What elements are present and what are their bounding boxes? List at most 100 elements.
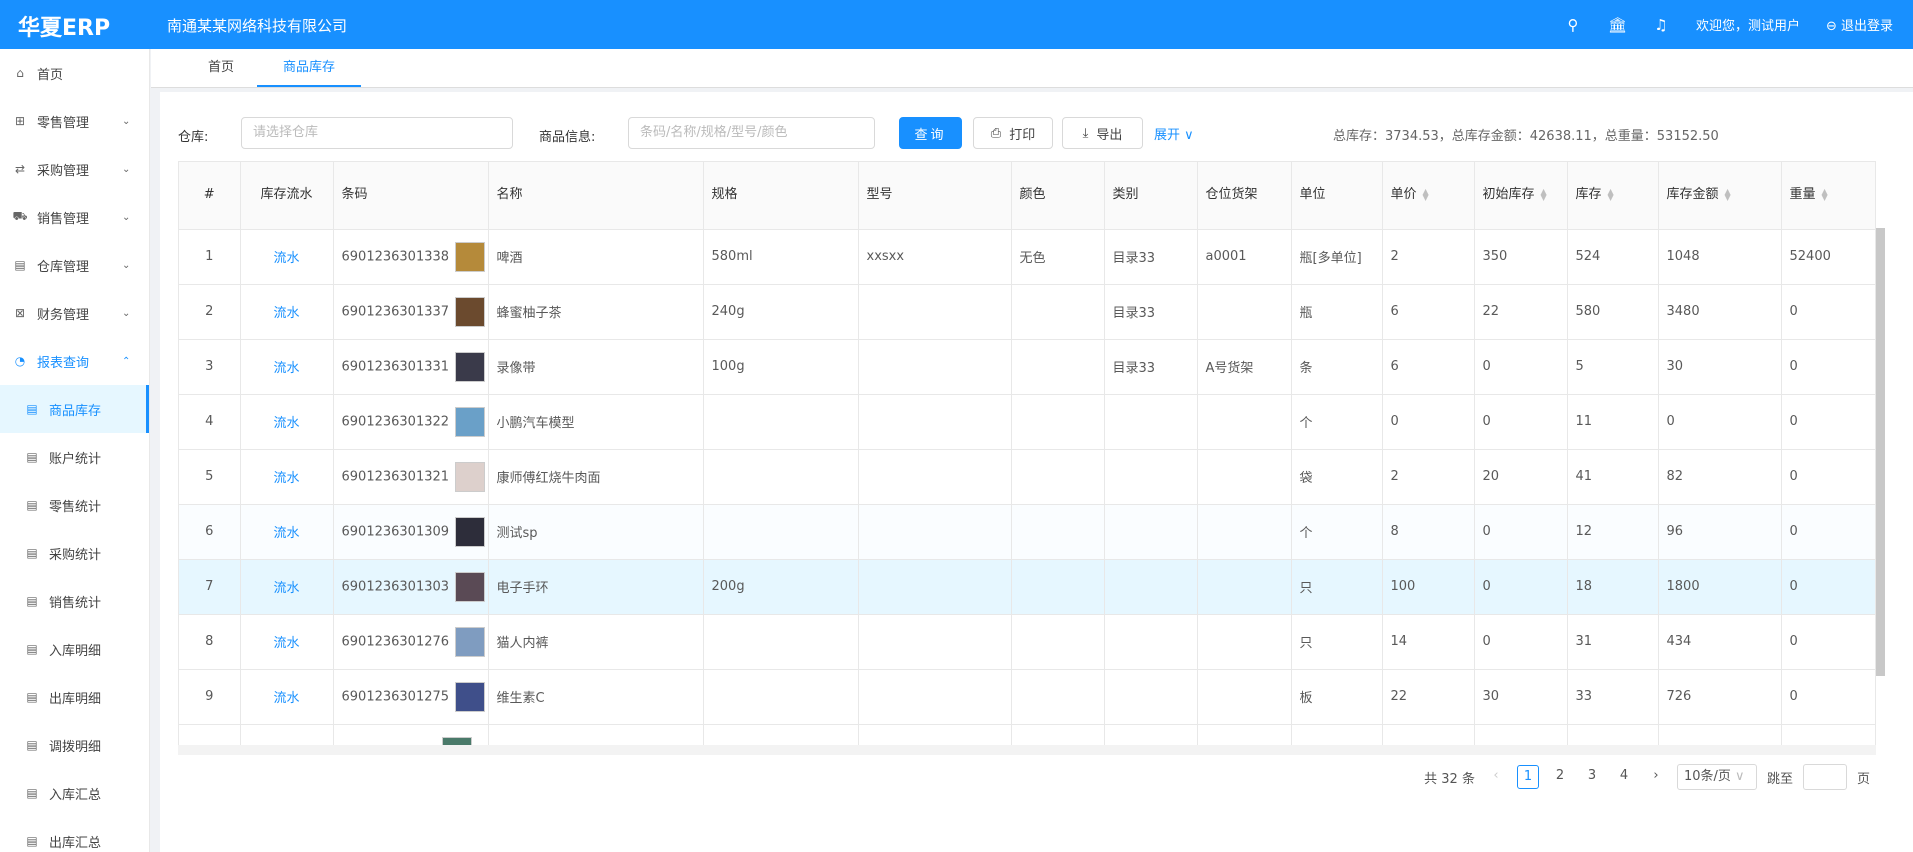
cell-1[interactable]: 流水 [240,449,334,505]
table-row[interactable]: 8 流水 6901236301276 猫人内裤 只 14 0 31 434 0 [179,614,1875,670]
cell-1[interactable]: 流水 [240,559,334,615]
column-header[interactable]: 库存 ▲ ▼ [1567,162,1659,230]
sort-icon[interactable]: ▲ ▼ [1607,186,1614,202]
table-row[interactable]: 3 流水 6901236301331 录像带 100g 目录33 A号货架 条 6 0 5 30 0 [179,339,1875,395]
column-header[interactable]: # [179,162,241,230]
sidebar-item-0[interactable]: ⌂ 首页 [0,49,149,97]
cell-value: 31 [1575,634,1593,649]
product-thumbnail[interactable] [455,351,486,382]
cell-1[interactable]: 流水 [240,504,334,560]
table-row[interactable]: 1 流水 6901236301338 啤酒 580ml xxsxx 无色 目录33 a0001 瓶… [179,229,1875,285]
sidebar-subitem-5[interactable]: ▤ 入库明细 [0,625,149,673]
column-header[interactable]: 类别 [1104,162,1198,230]
export-button[interactable]: ⤓ 导出 [1062,117,1143,149]
stock-flow-link[interactable]: 流水 [273,306,300,321]
sidebar-subitem-1[interactable]: ▤ 账户统计 [0,433,149,481]
cell-value: 52400 [1789,249,1831,264]
sidebar-item-5[interactable]: ⊠ 财务管理 ⌄ [0,289,149,337]
search-icon[interactable]: ⚲ [1567,15,1579,34]
tab-goods-stock[interactable]: 商品库存 [257,49,361,87]
column-header[interactable]: 重量 ▲ ▼ [1781,162,1875,230]
table-row[interactable]: 6 流水 6901236301309 测试sp 个 8 0 12 96 0 [179,504,1875,560]
sidebar-item-4[interactable]: ▤ 仓库管理 ⌄ [0,241,149,289]
product-thumbnail[interactable] [455,461,486,492]
print-button[interactable]: ⎙ 打印 [973,117,1053,149]
page-1[interactable]: 1 [1516,765,1539,789]
warehouse-select[interactable]: 请选择仓库 [241,117,513,149]
cell-1[interactable]: 流水 [240,284,334,340]
logo[interactable]: 华夏ERP [18,16,111,41]
sidebar-item-1[interactable]: ⊞ 零售管理 ⌄ [0,97,149,145]
bell-icon[interactable]: ♫︎ [1654,15,1668,34]
sort-icon[interactable]: ▲ ▼ [1821,186,1828,202]
sidebar-subitem-8[interactable]: ▤ 入库汇总 [0,769,149,817]
table-row[interactable]: 4 流水 6901236301322 小鹏汽车模型 个 0 0 11 0 0 [179,394,1875,450]
page-2[interactable]: 2 [1555,768,1565,783]
cell-1[interactable]: 流水 [240,339,334,395]
column-header[interactable]: 单位 [1291,162,1383,230]
query-button[interactable]: 查询 [899,117,962,149]
cell-1[interactable]: 流水 [240,614,334,670]
sidebar-subitem-0[interactable]: ▤ 商品库存 [0,385,149,433]
cell-1[interactable]: 流水 [240,669,334,725]
sort-icon[interactable]: ▲ ▼ [1540,187,1547,202]
cell-1[interactable]: 流水 [240,229,334,285]
jump-page-input[interactable] [1802,764,1847,790]
product-thumbnail[interactable] [455,571,486,602]
goods-info-input[interactable]: 条码/名称/规格/型号/颜色 [628,117,875,149]
stock-flow-link[interactable]: 流水 [273,636,300,651]
column-header[interactable]: 库存金额 ▲ ▼ [1658,162,1782,230]
column-header[interactable]: 仓位货架 [1197,162,1292,230]
prev-page-icon[interactable]: ‹ [1493,768,1499,783]
page-3[interactable]: 3 [1587,768,1597,783]
next-page-icon[interactable]: › [1653,768,1659,783]
product-thumbnail[interactable] [455,241,486,272]
sidebar-subitem-3[interactable]: ▤ 采购统计 [0,529,149,577]
product-thumbnail[interactable] [455,626,486,657]
tab-home[interactable]: 首页 [207,60,234,75]
expand-toggle[interactable]: 展开 ∨ [1154,124,1194,143]
table-row[interactable]: 2 流水 6901236301337 蜂蜜柚子茶 240g 目录33 瓶 6 22 580 3480… [179,284,1875,340]
logout-button[interactable]: ⊖ 退出登录 [1826,15,1893,34]
column-header[interactable]: 初始库存 ▲ ▼ [1474,162,1568,230]
table-row[interactable]: 5 流水 6901236301321 康师傅红烧牛肉面 袋 2 20 41 82 0 [179,449,1875,505]
sort-icon[interactable]: ▲ ▼ [1422,186,1429,202]
column-header[interactable]: 条码 [333,162,489,230]
product-thumbnail[interactable] [455,681,486,712]
column-header[interactable]: 型号 [858,162,1012,230]
sidebar-subitem-7[interactable]: ▤ 调拨明细 [0,721,149,769]
stock-flow-link[interactable]: 流水 [273,691,300,706]
stock-flow-link[interactable]: 流水 [273,471,300,486]
product-thumbnail[interactable] [455,406,486,437]
table-row[interactable]: 7 流水 6901236301303 电子手环 200g 只 100 0 18 1800 0 [179,559,1875,615]
column-header[interactable]: 单价 ▲ ▼ [1382,162,1475,230]
bank-icon[interactable]: 🏛︎ [1607,15,1627,34]
table-row[interactable]: 9 流水 6901236301275 维生素C 板 22 30 33 726 0 [179,669,1875,725]
product-thumbnail[interactable] [455,516,486,547]
sidebar-subitem-4[interactable]: ▤ 销售统计 [0,577,149,625]
column-header[interactable]: 颜色 [1011,162,1105,230]
finance-icon: ⊠ [14,306,26,320]
sidebar-item-3[interactable]: ⛟ 销售管理 ⌄ [0,193,149,241]
column-header[interactable]: 库存流水 [240,162,334,230]
vertical-scrollbar[interactable] [1876,228,1885,676]
page-size-select[interactable]: 10条/页 ∨ [1676,764,1757,790]
stock-flow-link[interactable]: 流水 [273,526,300,541]
horizontal-scrollbar[interactable] [178,745,1876,755]
sidebar-subitem-6[interactable]: ▤ 出库明细 [0,673,149,721]
stock-flow-link[interactable]: 流水 [273,251,300,266]
sidebar-subitem-2[interactable]: ▤ 零售统计 [0,481,149,529]
column-header[interactable]: 规格 [703,162,859,230]
sidebar-subitem-9[interactable]: ▤ 出库汇总 [0,817,149,852]
product-thumbnail[interactable] [455,296,486,327]
sidebar-item-6[interactable]: ◔ 报表查询 ⌃ [0,337,149,385]
cell-value: 6901236301321 [341,469,450,484]
cell-1[interactable]: 流水 [240,394,334,450]
stock-flow-link[interactable]: 流水 [273,581,300,596]
page-4[interactable]: 4 [1619,768,1629,783]
sidebar-item-2[interactable]: ⇄ 采购管理 ⌄ [0,145,149,193]
stock-flow-link[interactable]: 流水 [273,416,300,431]
column-header[interactable]: 名称 [488,162,704,230]
sort-icon[interactable]: ▲ ▼ [1724,186,1731,202]
stock-flow-link[interactable]: 流水 [273,361,300,376]
